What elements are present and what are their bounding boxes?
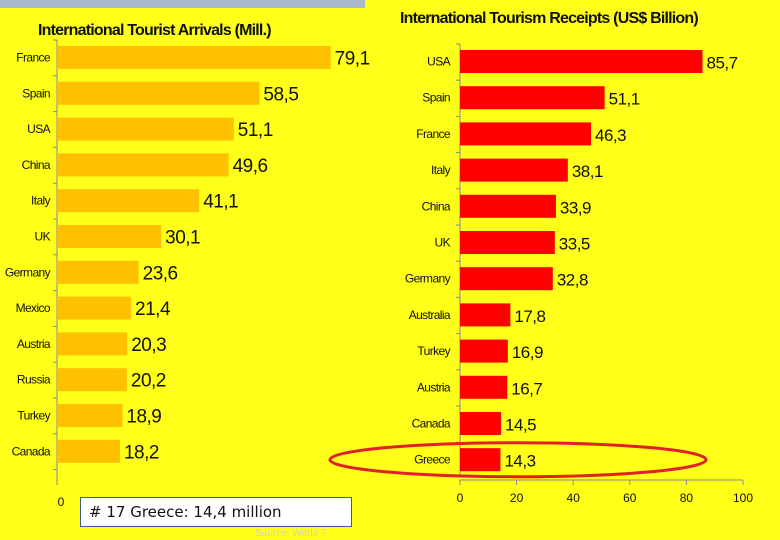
arrivals-category-label: UK bbox=[35, 230, 51, 244]
arrivals-category-label: Russia bbox=[17, 373, 51, 387]
arrivals-category-label: China bbox=[22, 158, 51, 172]
receipts-value-label: 16,7 bbox=[511, 379, 542, 398]
receipts-category-label: Australia bbox=[409, 308, 451, 322]
receipts-x-tick-label: 20 bbox=[510, 491, 524, 505]
receipts-bar-spain bbox=[460, 86, 605, 110]
receipts-value-label: 16,9 bbox=[512, 343, 543, 362]
arrivals-category-label: USA bbox=[27, 122, 50, 136]
arrivals-bar-canada bbox=[57, 439, 120, 463]
arrivals-value-label: 41,1 bbox=[203, 192, 238, 213]
arrivals-bar-turkey bbox=[57, 404, 123, 427]
receipts-value-label: 85,7 bbox=[707, 54, 738, 73]
receipts-bar-australia bbox=[460, 303, 511, 327]
arrivals-category-label: Austria bbox=[17, 337, 51, 351]
arrivals-category-label: Spain bbox=[22, 86, 50, 100]
receipts-category-label: Spain bbox=[422, 91, 450, 105]
receipts-value-label: 51,1 bbox=[609, 90, 640, 109]
receipts-chart-title: International Tourism Receipts (US$ Bill… bbox=[400, 10, 699, 27]
arrivals-value-label: 18,2 bbox=[124, 442, 159, 463]
receipts-bar-italy bbox=[460, 158, 568, 182]
receipts-category-label: Italy bbox=[431, 163, 451, 177]
arrivals-category-label: Canada bbox=[12, 444, 51, 458]
arrivals-bar-italy bbox=[57, 189, 200, 213]
arrivals-category-label: Turkey bbox=[17, 409, 50, 423]
receipts-category-label: France bbox=[416, 127, 451, 141]
receipts-category-label: UK bbox=[435, 236, 451, 250]
arrivals-category-label: France bbox=[16, 51, 51, 65]
receipts-bar-germany bbox=[460, 267, 553, 291]
receipts-bar-canada bbox=[460, 412, 502, 435]
receipts-bar-greece bbox=[460, 448, 501, 472]
receipts-x-tick-label: 100 bbox=[733, 491, 753, 505]
arrivals-bar-china bbox=[57, 153, 229, 177]
receipts-x-tick-label: 0 bbox=[457, 491, 464, 505]
arrivals-bar-russia bbox=[57, 368, 127, 392]
receipts-bar-austria bbox=[460, 375, 508, 399]
arrivals-bar-france bbox=[57, 46, 331, 69]
receipts-value-label: 32,8 bbox=[557, 271, 588, 290]
receipts-category-label: Austria bbox=[417, 380, 451, 394]
receipts-x-tick-label: 60 bbox=[623, 491, 637, 505]
receipts-value-label: 14,3 bbox=[504, 452, 535, 471]
receipts-category-label: Canada bbox=[412, 417, 451, 431]
arrivals-value-label: 18,9 bbox=[126, 407, 161, 428]
arrivals-value-label: 30,1 bbox=[165, 228, 200, 249]
arrivals-value-label: 58,5 bbox=[263, 84, 298, 105]
arrivals-x-tick-label: 0 bbox=[58, 495, 65, 509]
arrivals-bar-uk bbox=[57, 225, 162, 248]
arrivals-value-label: 21,4 bbox=[135, 299, 171, 320]
receipts-bar-france bbox=[460, 122, 592, 146]
arrivals-value-label: 49,6 bbox=[233, 156, 268, 177]
greece-arrivals-note: # 17 Greece: 14,4 million bbox=[80, 497, 352, 527]
receipts-category-label: Turkey bbox=[417, 344, 450, 358]
top-band bbox=[0, 0, 365, 8]
greece-highlight-ellipse bbox=[328, 441, 708, 479]
arrivals-value-label: 79,1 bbox=[335, 49, 370, 70]
arrivals-bar-austria bbox=[57, 332, 128, 356]
arrivals-bar-germany bbox=[57, 260, 139, 284]
arrivals-category-label: Italy bbox=[31, 194, 51, 208]
arrivals-value-label: 51,1 bbox=[238, 120, 273, 141]
receipts-x-tick-label: 40 bbox=[567, 491, 581, 505]
arrivals-category-label: Mexico bbox=[16, 301, 51, 315]
receipts-x-tick-label: 80 bbox=[680, 491, 694, 505]
receipts-bar-turkey bbox=[460, 339, 508, 363]
receipts-category-label: Germany bbox=[405, 272, 451, 286]
receipts-category-label: Greece bbox=[414, 453, 451, 467]
source-text: Source: World T bbox=[255, 528, 327, 539]
arrivals-value-label: 23,6 bbox=[143, 263, 178, 284]
receipts-value-label: 33,9 bbox=[560, 198, 591, 217]
receipts-bar-uk bbox=[460, 231, 555, 254]
receipts-value-label: 38,1 bbox=[572, 162, 603, 181]
arrivals-bar-spain bbox=[57, 81, 260, 105]
arrivals-bar-usa bbox=[57, 117, 234, 141]
receipts-bar-china bbox=[460, 194, 556, 218]
receipts-bar-usa bbox=[460, 50, 703, 73]
receipts-value-label: 46,3 bbox=[595, 126, 626, 145]
arrivals-category-label: Germany bbox=[5, 265, 51, 279]
arrivals-value-label: 20,2 bbox=[131, 371, 166, 392]
receipts-category-label: USA bbox=[427, 55, 450, 69]
arrivals-chart-title: International Tourist Arrivals (Mill.) bbox=[38, 22, 272, 39]
receipts-value-label: 14,5 bbox=[505, 416, 536, 435]
receipts-value-label: 17,8 bbox=[514, 307, 545, 326]
arrivals-value-label: 20,3 bbox=[131, 335, 166, 356]
receipts-value-label: 33,5 bbox=[559, 235, 590, 254]
receipts-category-label: China bbox=[422, 199, 451, 213]
arrivals-bar-mexico bbox=[57, 296, 132, 320]
